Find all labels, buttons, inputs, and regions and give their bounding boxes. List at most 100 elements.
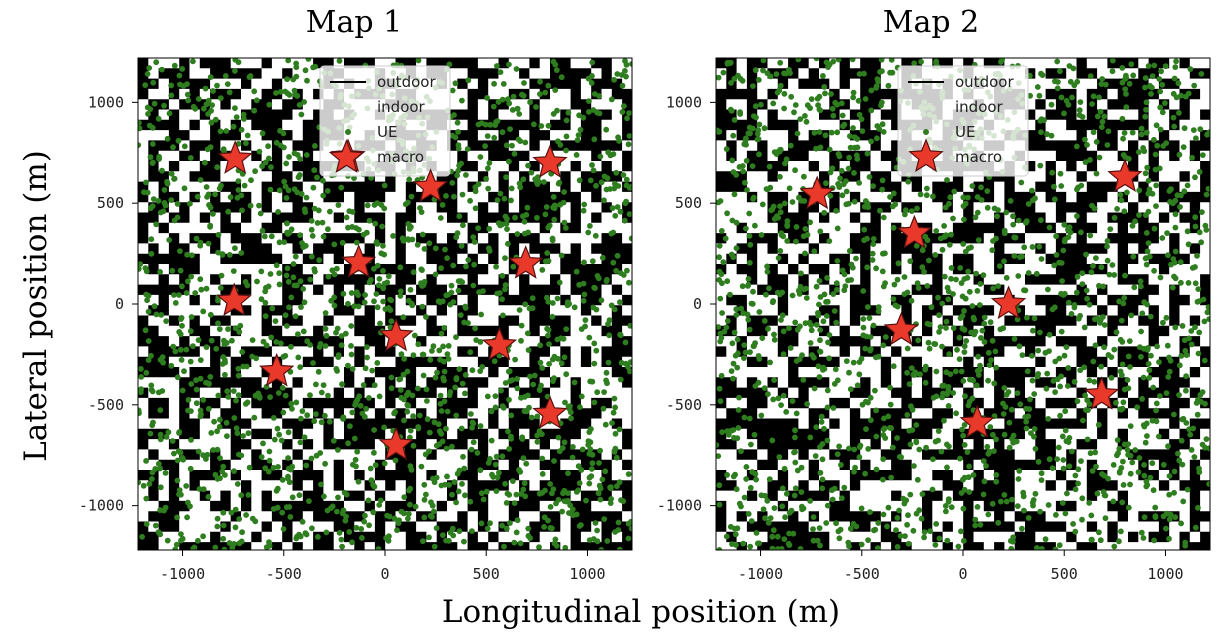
ue-point xyxy=(441,325,448,331)
ue-point xyxy=(449,443,455,450)
ue-point xyxy=(750,288,756,295)
ue-point xyxy=(1049,169,1056,176)
ue-point xyxy=(826,146,833,153)
ue-point xyxy=(879,121,886,128)
ue-point xyxy=(420,351,427,358)
ue-point xyxy=(1203,227,1210,233)
ue-point xyxy=(524,330,531,337)
ue-point xyxy=(604,380,610,387)
ue-point xyxy=(738,448,744,455)
ue-point xyxy=(296,492,303,499)
ue-point xyxy=(338,184,345,191)
ue-point xyxy=(984,443,991,450)
ue-point xyxy=(1010,538,1016,545)
ue-point xyxy=(259,227,266,234)
ue-point xyxy=(932,542,939,548)
ue-point xyxy=(773,71,780,77)
ue-point xyxy=(924,320,931,327)
ue-point xyxy=(288,466,294,473)
ue-point xyxy=(197,413,204,420)
ue-point xyxy=(321,493,327,500)
ue-point xyxy=(1145,345,1151,351)
ue-point xyxy=(270,464,277,471)
ue-point xyxy=(445,356,452,362)
ue-point xyxy=(793,358,800,364)
ue-point xyxy=(869,250,876,257)
ue-point xyxy=(502,282,509,288)
ue-point xyxy=(608,96,615,103)
ue-point xyxy=(419,231,426,238)
ue-point xyxy=(997,498,1004,505)
ue-point xyxy=(377,320,383,327)
ue-point xyxy=(378,250,385,257)
ue-point xyxy=(1157,393,1163,399)
ue-point xyxy=(207,222,214,229)
ue-point xyxy=(1042,536,1049,543)
ue-point xyxy=(514,376,520,382)
ue-point xyxy=(421,514,428,521)
ue-point xyxy=(429,514,435,520)
ue-point xyxy=(608,302,615,309)
ue-point xyxy=(291,150,298,157)
ue-point xyxy=(486,160,493,166)
legend-handle-macro xyxy=(908,138,944,173)
ue-point xyxy=(843,188,850,195)
ue-point xyxy=(1116,298,1122,305)
ue-point xyxy=(1057,383,1063,390)
ue-point xyxy=(1020,489,1027,496)
ue-point xyxy=(718,228,725,234)
ue-point xyxy=(888,58,895,63)
ue-point xyxy=(792,459,799,466)
ue-point xyxy=(781,90,788,97)
ue-point xyxy=(625,535,632,542)
ue-point xyxy=(860,288,867,294)
ue-point xyxy=(142,327,149,334)
ue-point xyxy=(374,262,381,269)
ue-point xyxy=(220,146,227,153)
ue-point xyxy=(914,280,921,287)
ue-point xyxy=(329,267,336,274)
ue-point xyxy=(1094,490,1101,497)
ue-point xyxy=(831,308,838,314)
ue-point xyxy=(284,76,290,83)
ue-point xyxy=(614,204,621,210)
ue-point xyxy=(824,437,831,444)
ue-point xyxy=(298,304,304,310)
ue-point xyxy=(477,423,484,429)
ue-point xyxy=(1132,447,1139,453)
ue-point xyxy=(744,187,750,193)
ue-point xyxy=(890,224,897,231)
ue-point xyxy=(436,347,443,354)
ue-point xyxy=(786,325,792,332)
ue-point xyxy=(933,521,940,527)
ue-point xyxy=(144,71,151,77)
ue-point xyxy=(1176,457,1183,464)
ue-point xyxy=(764,263,770,270)
ue-point xyxy=(200,533,207,540)
ue-point xyxy=(1110,498,1117,505)
ue-point xyxy=(267,271,274,277)
ue-point xyxy=(174,514,180,521)
ue-point xyxy=(220,535,227,542)
ue-point xyxy=(574,137,581,144)
ue-point xyxy=(1061,238,1068,245)
ue-point xyxy=(525,525,532,532)
ue-point xyxy=(1083,407,1089,413)
ue-point xyxy=(1061,352,1068,359)
ue-point xyxy=(779,503,786,510)
ue-point xyxy=(781,465,788,472)
ue-point xyxy=(1000,400,1006,407)
ue-point xyxy=(503,142,510,149)
ue-point xyxy=(848,277,855,283)
ue-point xyxy=(824,502,831,509)
ue-point xyxy=(506,491,513,498)
ue-point xyxy=(518,337,524,344)
ue-point xyxy=(917,191,924,198)
ue-point xyxy=(223,128,230,134)
y-tick-label: -1000 xyxy=(657,497,702,515)
ue-point xyxy=(724,278,731,285)
ue-point xyxy=(749,469,756,475)
ue-point xyxy=(322,460,328,467)
ue-point xyxy=(297,232,303,239)
